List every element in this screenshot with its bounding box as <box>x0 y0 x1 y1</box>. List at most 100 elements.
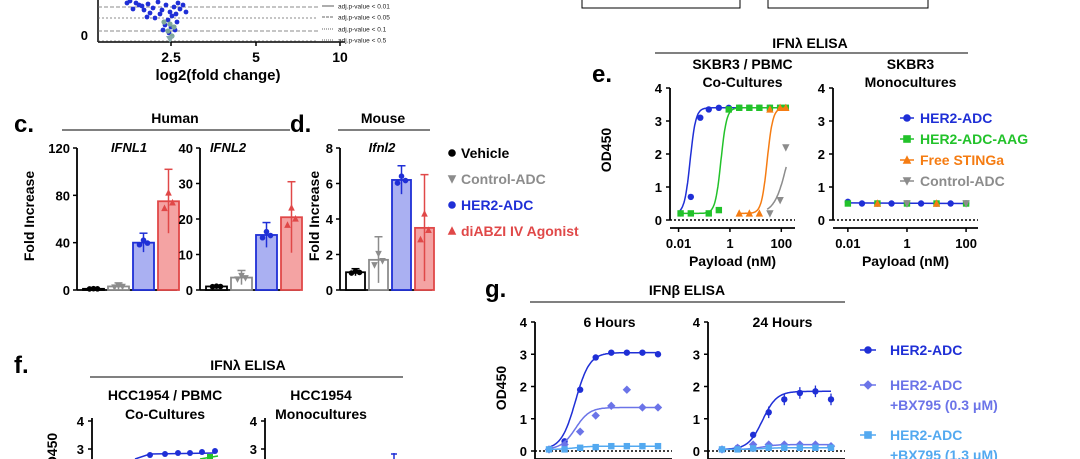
volcano-point <box>177 6 183 12</box>
ytick-label: 3 <box>520 347 527 362</box>
group-title-mouse: Mouse <box>361 110 406 126</box>
legend-box-fragment <box>767 0 929 9</box>
ytick-label: 80 <box>56 188 70 203</box>
replicate-point <box>213 283 220 289</box>
legend-box-fragment <box>581 0 741 9</box>
ytick-label: 2 <box>693 380 700 395</box>
fit-curve <box>766 166 787 210</box>
data-point <box>749 431 757 439</box>
data-point <box>162 451 168 457</box>
ytick-label: 0 <box>693 444 700 459</box>
legend-marker <box>863 380 873 390</box>
data-point <box>780 440 789 449</box>
data-point <box>844 200 852 207</box>
replicate-point <box>119 283 126 291</box>
volcano-point <box>165 17 171 23</box>
ytick-label: 4 <box>818 81 826 96</box>
panel-label-g: g. <box>485 276 506 303</box>
volcano-point <box>124 0 130 6</box>
ytick-label: 1 <box>655 180 662 195</box>
panel-label-f: f. <box>14 352 29 379</box>
ytick-label: 3 <box>818 114 825 129</box>
data-point <box>654 442 662 450</box>
replicate-point <box>165 189 172 196</box>
data-point <box>623 442 631 450</box>
replicate-point <box>402 177 409 184</box>
panel-label-c: c. <box>14 111 34 138</box>
group-title-ifnl-elisa-f: IFNλ ELISA <box>210 357 285 373</box>
data-point <box>962 200 970 208</box>
legend-marker <box>864 431 872 439</box>
bar-her2-adc <box>391 179 412 291</box>
subplot-title: SKBR3 <box>887 56 935 72</box>
data-point <box>592 443 599 451</box>
legend-marker <box>448 149 456 157</box>
group-title-ifnl-elisa: IFNλ ELISA <box>772 35 847 51</box>
ytick-label: 3 <box>250 442 257 457</box>
ytick-label: 4 <box>77 414 85 429</box>
volcano-legend-label: adj.p-value < 0.1 <box>338 27 387 34</box>
data-point <box>812 444 819 451</box>
ytick-label: 3 <box>655 114 662 129</box>
replicate-point <box>136 241 143 248</box>
data-point <box>592 354 599 361</box>
volcano-point <box>130 6 136 12</box>
ytick-label: 1 <box>693 412 700 427</box>
replicate-point <box>284 221 291 228</box>
volcano-point <box>159 7 165 13</box>
xtick-label: 100 <box>770 236 792 251</box>
replicate-point <box>169 198 176 206</box>
data-point <box>654 351 662 358</box>
data-point <box>175 450 181 456</box>
volcano-point <box>174 19 180 25</box>
volcano-point <box>173 11 179 17</box>
subplot-title-ifnl2: IFNL2 <box>210 140 247 155</box>
data-point <box>947 200 954 207</box>
volcano-point-significant <box>171 24 177 30</box>
volcano-point <box>150 5 156 11</box>
replicate-point <box>263 228 270 235</box>
subplot-title: HCC1954 / PBMC <box>108 387 222 403</box>
data-point <box>199 449 205 455</box>
subplot-title: Co-Cultures <box>125 406 205 422</box>
ylabel-fold-increase: Fold Increase <box>21 171 37 261</box>
group-title-ifnb-elisa: IFNβ ELISA <box>649 282 725 298</box>
data-point <box>765 444 772 451</box>
data-point <box>776 103 784 111</box>
volcano-point <box>183 9 189 15</box>
legend-marker <box>864 346 872 354</box>
ytick-label: 6 <box>326 177 333 192</box>
ytick-label: 30 <box>179 177 193 192</box>
group-title-human: Human <box>151 110 198 126</box>
volcano-point-marker <box>166 36 174 43</box>
legend-label: HER2-ADC <box>461 197 533 213</box>
ytick-label: 10 <box>179 248 193 263</box>
replicate-point <box>140 237 147 243</box>
volcano-point-significant <box>167 21 173 27</box>
data-point <box>766 105 774 113</box>
replicate-point <box>86 286 93 292</box>
ytick-label: 0 <box>186 283 193 298</box>
subplot-title: SKBR3 / PBMC <box>692 56 792 72</box>
xtick-label: 1 <box>726 236 733 251</box>
data-point <box>212 448 218 454</box>
ylabel-od450: OD450 <box>493 366 509 411</box>
replicate-point <box>375 250 382 258</box>
volcano-legend-label: adj.p-value < 0.5 <box>338 38 387 45</box>
legend-marker <box>447 175 457 184</box>
data-point <box>715 104 723 112</box>
ytick-label: 40 <box>56 236 70 251</box>
data-point <box>623 349 631 356</box>
legend-marker <box>447 226 457 235</box>
replicate-point <box>238 272 245 280</box>
volcano-point <box>155 0 161 5</box>
ytick-label: 3 <box>77 442 84 457</box>
volcano-point <box>163 2 169 8</box>
replicate-point <box>267 232 274 239</box>
data-point <box>608 349 615 356</box>
volcano-point <box>141 7 147 13</box>
xtick-label: 0.01 <box>666 236 691 251</box>
data-point <box>591 411 600 420</box>
data-point <box>687 193 695 201</box>
ytick-label: 4 <box>693 315 701 330</box>
